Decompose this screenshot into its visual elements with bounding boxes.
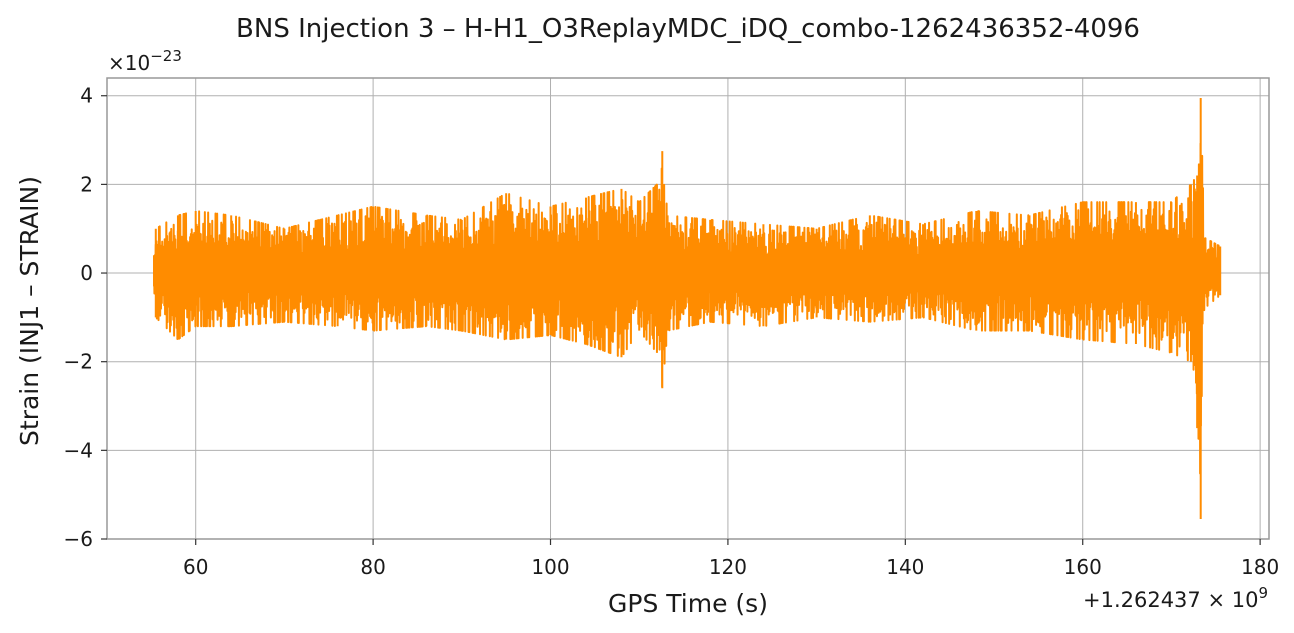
strain-series-line	[153, 97, 1222, 520]
y-tick-label: −6	[64, 527, 93, 551]
x-tick-label: 100	[531, 555, 569, 579]
y-tick-label: −2	[64, 350, 93, 374]
x-tick-label: 140	[886, 555, 924, 579]
x-tick-label: 180	[1241, 555, 1279, 579]
y-tick-label: −4	[64, 438, 93, 462]
y-scale-label: ×10−23	[108, 47, 182, 75]
y-tick-label: 2	[80, 172, 93, 196]
y-tick-label: 4	[80, 84, 93, 108]
y-tick-label: 0	[80, 261, 93, 285]
plot-area	[153, 97, 1222, 520]
x-tick-label: 80	[360, 555, 385, 579]
x-tick-label: 60	[183, 555, 208, 579]
x-offset-label: +1.262437 × 109	[1083, 584, 1268, 612]
x-axis-label: GPS Time (s)	[608, 589, 768, 618]
axes-frame	[106, 77, 1270, 540]
x-tick-label: 120	[709, 555, 747, 579]
axis-ticks: 60 80 100 120 140 160 180 −6 −4 −2 0 2 4	[64, 84, 1280, 579]
x-tick-label: 160	[1064, 555, 1102, 579]
chart-title: BNS Injection 3 – H-H1_O3ReplayMDC_iDQ_c…	[236, 14, 1140, 44]
y-axis-label: Strain (INJ1 – STRAIN)	[15, 176, 44, 446]
